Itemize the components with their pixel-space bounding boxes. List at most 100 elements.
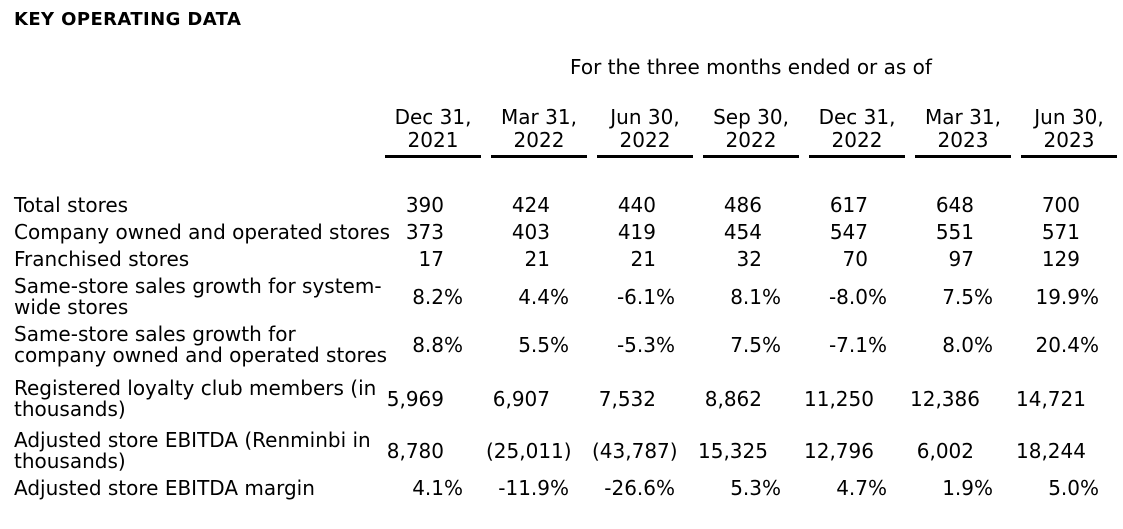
value-suffix: % [550,284,570,309]
value-number: 97 [948,247,974,271]
value-suffix: % [550,476,570,500]
value-number: 14,721 [1016,386,1086,411]
value-number: -7.1 [828,332,868,357]
column-header-label: Dec 31, 2022 [809,106,905,158]
value-cell: 547 [804,222,910,243]
value-cell: 419 [592,222,698,243]
value-cell: 440 [592,195,698,216]
value-cell: 7,532 [592,388,698,410]
value-number: 12,796 [804,438,874,463]
value-cell: 5.0% [1016,478,1122,499]
value-number: (25,011 [486,438,564,463]
value-number: 8,862 [704,386,762,411]
column-header: Jun 30, 2023 [1016,106,1122,158]
row-label: Franchised stores [14,247,190,271]
table-header-row: Dec 31, 2021 Mar 31, 2022 Jun 30, 2022 Sep … [14,106,1122,158]
value-suffix: % [974,476,994,500]
value-number: 129 [1041,247,1080,271]
value-suffix: ) [563,438,572,463]
value-number: 547 [829,220,868,244]
row-label: Same-store sales growth for system- wide… [14,274,382,319]
value-number: 8.2 [412,284,444,309]
value-cell: 8.8% [380,334,486,356]
value-number: 8.1 [730,284,762,309]
value-cell: 8.2% [380,284,486,309]
value-cell: -7.1% [804,332,910,357]
table-row: Adjusted store EBITDA (Renminbi in thous… [14,427,1122,475]
value-number: 17 [418,247,444,271]
value-number: 5.3 [730,476,762,500]
value-number: 4.7 [836,476,868,500]
value-cell: 390 [380,195,486,216]
column-header: Mar 31, 2023 [910,106,1016,158]
value-number: 1.9 [942,476,974,500]
table-row: Adjusted store EBITDA margin 4.1% -11.9% -2… [14,475,1122,502]
value-cell: 97 [910,249,1016,270]
value-suffix: % [1080,332,1100,357]
column-header: Dec 31, 2021 [380,106,486,158]
value-number: 7.5 [942,284,974,309]
value-cell: 6,907 [486,386,592,411]
value-number: 21 [524,247,550,271]
value-cell: -5.3% [592,332,698,357]
value-suffix: % [974,284,994,309]
value-cell: 11,250 [804,388,910,410]
value-suffix: % [1080,476,1100,500]
row-label: Same-store sales growth for company owne… [14,322,388,367]
column-header-label: Mar 31, 2022 [491,106,587,158]
value-cell: 5.5% [486,332,592,357]
value-cell: 4.4% [486,284,592,309]
value-cell: 7.5% [910,284,1016,309]
value-cell: (25,011) [486,438,592,463]
value-number: 373 [405,220,444,244]
value-number: 20.4 [1035,332,1080,357]
table-row: Same-store sales growth for system- wide… [14,273,1122,321]
value-cell: 454 [698,222,804,243]
value-number: 19.9 [1035,284,1080,309]
value-cell: 12,796 [804,438,910,463]
header-label-spacer [14,106,380,158]
value-number: -8.0 [828,284,868,309]
value-number: 12,386 [910,386,980,411]
value-cell: -8.0% [804,284,910,309]
row-label: Company owned and operated stores [14,220,391,244]
value-number: 419 [617,220,656,244]
column-header: Jun 30, 2022 [592,106,698,158]
value-cell: 4.1% [380,478,486,499]
value-number: 70 [842,247,868,271]
value-number: 6,002 [916,438,974,463]
column-header-label: Dec 31, 2021 [385,106,481,158]
value-cell: -11.9% [486,478,592,499]
table-caption: For the three months ended or as of [570,55,932,79]
value-suffix: % [974,332,994,357]
value-suffix: % [762,332,782,357]
table-row: Registered loyalty club members (in thou… [14,375,1122,423]
value-cell: 4.7% [804,478,910,499]
page-title: KEY OPERATING DATA [14,9,242,30]
value-number: 5.0 [1048,476,1080,500]
column-header: Mar 31, 2022 [486,106,592,158]
value-number: 648 [935,193,974,217]
value-cell: 70 [804,249,910,270]
value-cell: 8.0% [910,332,1016,357]
value-number: 4.4 [518,284,550,309]
value-cell: 5.3% [698,478,804,499]
value-cell: 20.4% [1016,332,1122,357]
value-number: 15,325 [698,438,768,463]
value-number: 403 [511,220,550,244]
value-number: 424 [511,193,550,217]
value-number: 5,969 [386,386,444,411]
value-number: 18,244 [1016,438,1086,463]
value-cell: 129 [1016,249,1122,270]
value-number: 6,907 [492,386,550,411]
value-cell: 617 [804,195,910,216]
value-suffix: % [550,332,570,357]
value-number: 571 [1041,220,1080,244]
value-number: 7.5 [730,332,762,357]
value-number: -5.3 [616,332,656,357]
value-cell: 486 [698,195,804,216]
value-cell: 8,862 [698,386,804,411]
value-number: -6.1 [616,284,656,309]
value-cell: 700 [1016,195,1122,216]
value-cell: -26.6% [592,478,698,499]
